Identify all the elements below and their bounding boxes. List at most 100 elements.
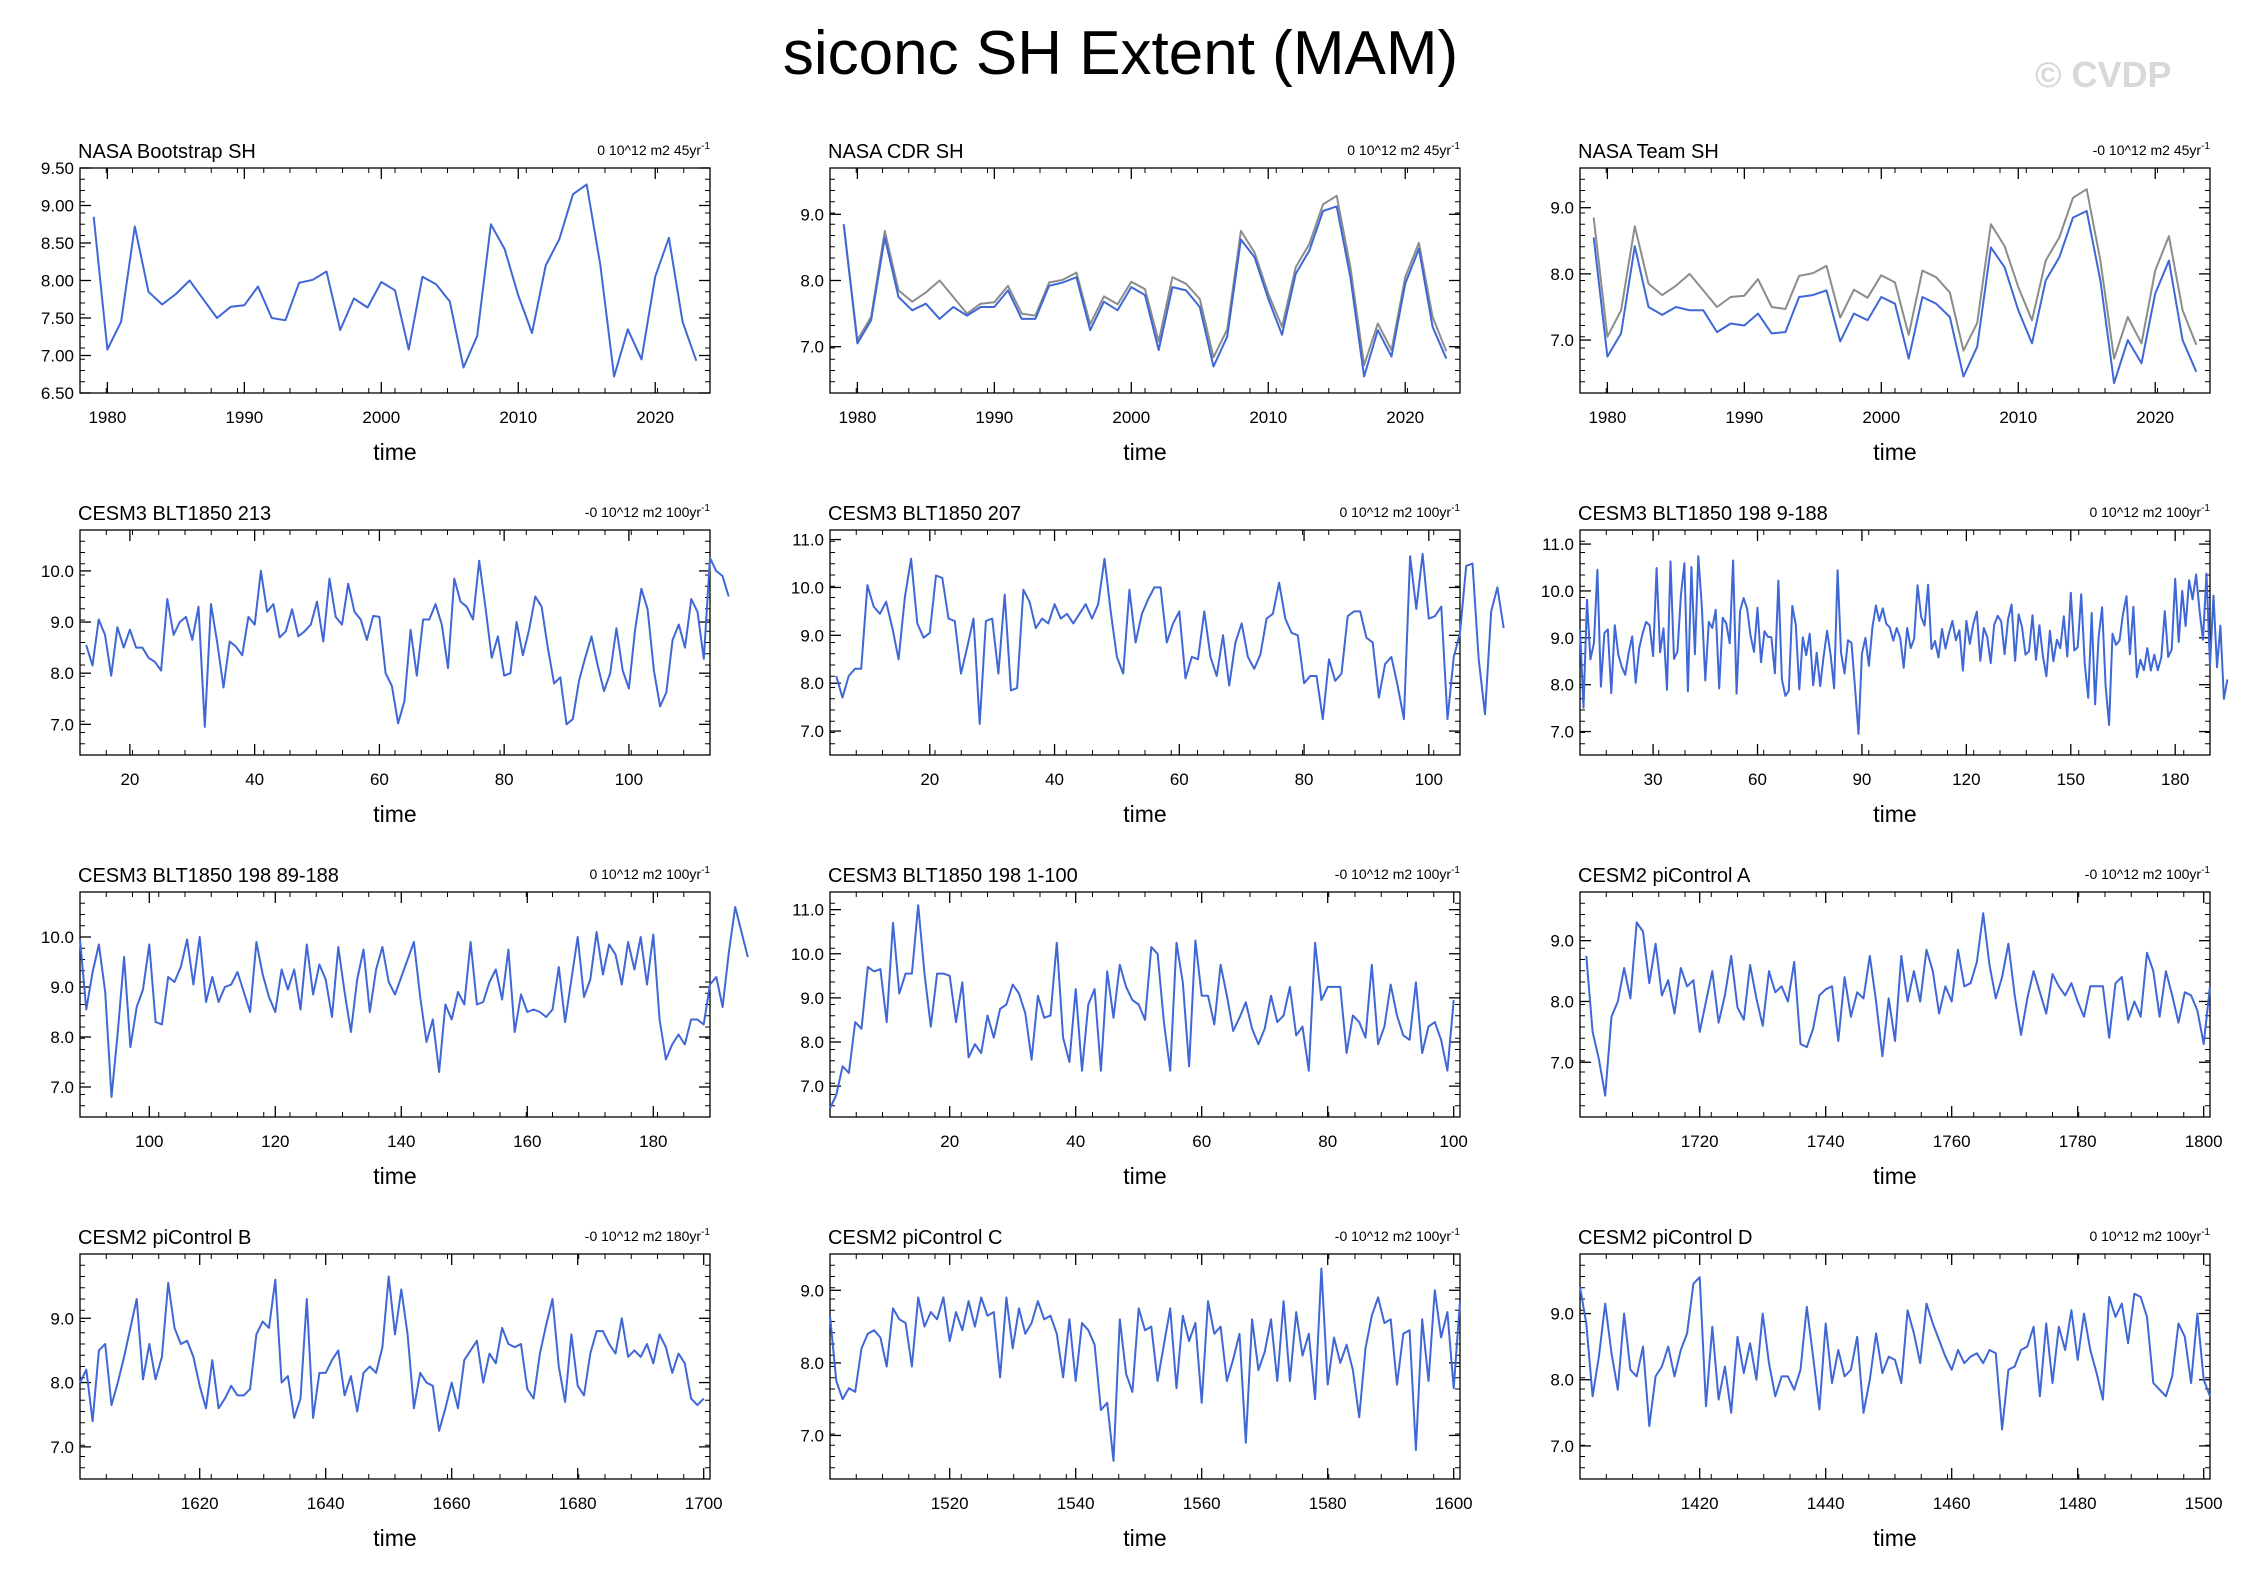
series-line xyxy=(79,906,749,1098)
y-tick-label: 11.0 xyxy=(792,901,824,920)
plot-frame xyxy=(1579,891,2211,1118)
chart-panel: 7.0 8.0 9.0 10.0 20 40 60 80 100 CESM3 BLT1850 21… xyxy=(41,503,730,827)
plot-frame xyxy=(79,1253,711,1480)
trend-label: 0 10^12 m2 100yr-1 xyxy=(2089,1227,2210,1244)
y-tick-label: 9.0 xyxy=(50,978,74,997)
x-tick-label: 2020 xyxy=(636,408,674,427)
x-tick-label: 60 xyxy=(1170,770,1189,789)
panel-title: NASA Team SH xyxy=(1578,141,1719,163)
panel-title: NASA Bootstrap SH xyxy=(78,141,256,163)
x-tick-label: 1600 xyxy=(1435,1494,1473,1513)
y-tick-label: 9.0 xyxy=(1550,1305,1574,1324)
y-tick-label: 9.0 xyxy=(50,1309,74,1328)
y-tick-label: 8.0 xyxy=(50,664,74,683)
y-tick-label: 7.0 xyxy=(50,1078,74,1097)
x-tick-label: 1990 xyxy=(975,408,1013,427)
x-tick-label: 80 xyxy=(495,770,514,789)
x-tick-label: 1980 xyxy=(838,408,876,427)
y-tick-label: 9.0 xyxy=(1550,932,1574,951)
y-tick-label: 8.0 xyxy=(800,272,824,291)
x-tick-label: 1620 xyxy=(181,1494,219,1513)
y-tick-label: 10.0 xyxy=(1541,582,1574,601)
y-tick-label: 7.0 xyxy=(50,1438,74,1457)
x-tick-label: 1740 xyxy=(1807,1132,1845,1151)
y-tick-label: 9.0 xyxy=(50,613,74,632)
plot-frame xyxy=(79,891,711,1118)
series-line xyxy=(1592,210,2198,385)
x-axis-label: time xyxy=(1873,1525,1916,1551)
trend-label-exponent: -1 xyxy=(701,503,710,514)
panel-title: CESM2 piControl D xyxy=(1578,1227,1753,1249)
y-tick-label: 7.50 xyxy=(41,309,74,328)
y-tick-label: 9.50 xyxy=(41,159,74,178)
trend-label-exponent: -1 xyxy=(2201,865,2210,876)
x-tick-label: 80 xyxy=(1318,1132,1337,1151)
x-tick-label: 1460 xyxy=(1933,1494,1971,1513)
x-axis-label: time xyxy=(373,439,416,465)
x-tick-label: 1990 xyxy=(1725,408,1763,427)
x-tick-label: 180 xyxy=(2161,770,2189,789)
x-tick-label: 100 xyxy=(135,1132,163,1151)
series-line xyxy=(1579,555,2229,735)
trend-label-exponent: -1 xyxy=(701,141,710,152)
y-tick-label: 7.0 xyxy=(1550,1437,1574,1456)
trend-label: -0 10^12 m2 100yr-1 xyxy=(1335,865,1461,882)
page-title: siconc SH Extent (MAM) xyxy=(782,19,1459,88)
x-axis-label: time xyxy=(373,801,416,827)
panel-title: CESM2 piControl B xyxy=(78,1227,251,1249)
x-axis-label: time xyxy=(1123,1525,1166,1551)
chart-panel: 7.0 8.0 9.0 10.0 11.0 20 40 60 80 100 CESM3 BLT185… xyxy=(791,503,1505,827)
plot-frame xyxy=(79,529,711,756)
y-tick-label: 10.0 xyxy=(41,562,74,581)
y-tick-label: 9.0 xyxy=(1550,629,1574,648)
x-tick-label: 60 xyxy=(1748,770,1767,789)
trend-label-exponent: -1 xyxy=(701,1227,710,1238)
plot-frame xyxy=(829,529,1461,756)
x-axis-label: time xyxy=(373,1525,416,1551)
y-tick-label: 8.0 xyxy=(1550,992,1574,1011)
chart-panel: 6.50 7.00 7.50 8.00 8.50 9.00 9.50 1980 1990 2000… xyxy=(41,141,711,465)
x-tick-label: 80 xyxy=(1295,770,1314,789)
y-tick-label: 7.00 xyxy=(41,347,74,366)
x-axis-label: time xyxy=(1123,801,1166,827)
trend-label-exponent: -1 xyxy=(2201,503,2210,514)
x-tick-label: 160 xyxy=(513,1132,541,1151)
y-tick-label: 9.0 xyxy=(800,626,824,645)
y-tick-label: 10.0 xyxy=(791,578,824,597)
trend-label: -0 10^12 m2 100yr-1 xyxy=(2085,865,2211,882)
series-line xyxy=(1579,1276,2211,1431)
x-tick-label: 1640 xyxy=(307,1494,345,1513)
plot-frame xyxy=(1579,1253,2211,1480)
series-line xyxy=(79,1275,705,1432)
trend-label: -0 10^12 m2 45yr-1 xyxy=(2093,141,2211,158)
series-line xyxy=(85,557,730,728)
plot-frame xyxy=(829,891,1461,1118)
trend-label: 0 10^12 m2 100yr-1 xyxy=(2089,503,2210,520)
x-axis-label: time xyxy=(1123,1163,1166,1189)
y-tick-label: 9.0 xyxy=(800,205,824,224)
y-tick-label: 8.0 xyxy=(50,1028,74,1047)
y-tick-label: 8.0 xyxy=(1550,676,1574,695)
x-tick-label: 1560 xyxy=(1183,1494,1221,1513)
x-tick-label: 2020 xyxy=(1386,408,1424,427)
plot-frame xyxy=(1579,167,2211,394)
y-tick-label: 7.0 xyxy=(800,1077,824,1096)
chart-panel: 7.0 8.0 9.0 1420 1440 1460 1480 1500 CESM2 piCon… xyxy=(1550,1227,2222,1551)
x-tick-label: 2020 xyxy=(2136,408,2174,427)
trend-label: 0 10^12 m2 100yr-1 xyxy=(589,865,710,882)
chart-panel: 7.0 8.0 9.0 10.0 11.0 20 40 60 80 100 CESM3 BLT185… xyxy=(791,865,1468,1189)
x-tick-label: 60 xyxy=(1192,1132,1211,1151)
panel-title: CESM3 BLT1850 198 9-188 xyxy=(1578,503,1828,525)
x-tick-label: 1480 xyxy=(2059,1494,2097,1513)
x-tick-label: 40 xyxy=(1045,770,1064,789)
y-tick-label: 7.0 xyxy=(1550,1053,1574,1072)
x-tick-label: 1800 xyxy=(2185,1132,2223,1151)
x-tick-label: 1500 xyxy=(2185,1494,2223,1513)
series-line xyxy=(1592,188,2198,360)
x-tick-label: 40 xyxy=(245,770,264,789)
panel-title: CESM3 BLT1850 213 xyxy=(78,503,271,525)
y-tick-label: 7.0 xyxy=(1550,723,1574,742)
y-tick-label: 10.0 xyxy=(41,928,74,947)
x-tick-label: 120 xyxy=(261,1132,289,1151)
series-line xyxy=(842,205,1448,378)
